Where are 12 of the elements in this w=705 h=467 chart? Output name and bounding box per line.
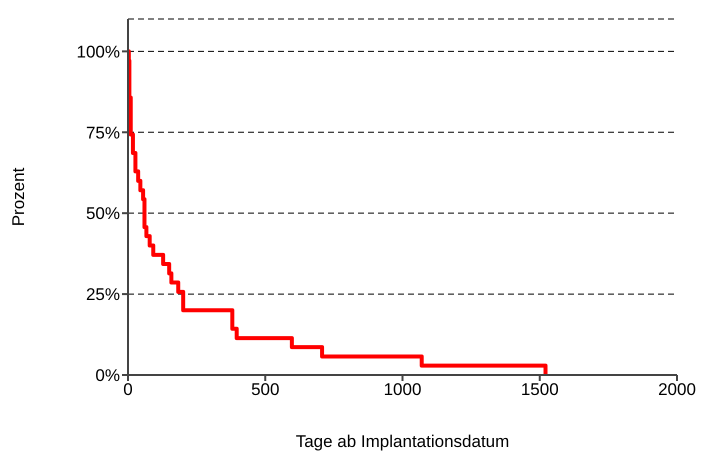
y-tick-label: 25% bbox=[86, 285, 120, 304]
y-tick-label: 0% bbox=[95, 366, 120, 386]
x-tick-label: 1500 bbox=[520, 380, 559, 400]
y-tick-label: 75% bbox=[86, 123, 120, 142]
x-tick-label: 1000 bbox=[384, 380, 422, 400]
x-tick-label: 0 bbox=[123, 380, 133, 400]
x-tick-label: 2000 bbox=[658, 380, 696, 400]
y-tick-label: 100% bbox=[76, 42, 120, 62]
y-axis-title: Prozent bbox=[9, 167, 28, 226]
x-axis-title: Tage ab Implantationsdatum bbox=[296, 432, 510, 451]
y-tick-label: 50% bbox=[86, 204, 120, 224]
x-tick-label: 500 bbox=[251, 380, 280, 400]
